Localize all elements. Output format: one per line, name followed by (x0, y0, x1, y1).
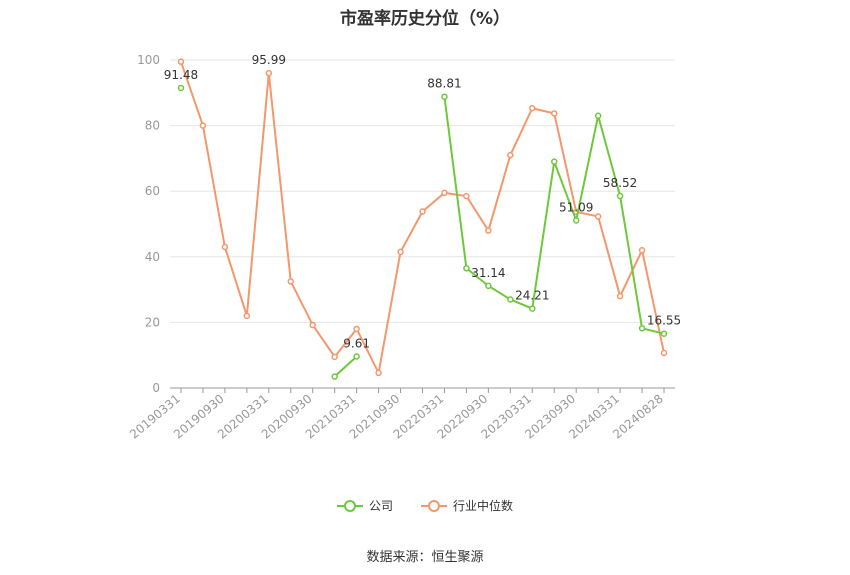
data-point (507, 151, 514, 159)
data-point (221, 243, 229, 251)
data-point (331, 373, 338, 380)
legend-item-industry[interactable]: 行业中位数 (421, 497, 513, 514)
series-industry (177, 58, 668, 377)
legend-company-marker-icon (336, 499, 363, 513)
data-label: 51.09 (559, 200, 593, 214)
legend-company-label: 公司 (368, 499, 393, 513)
data-point (177, 84, 185, 92)
data-point (485, 282, 492, 290)
data-label: 91.48 (164, 68, 198, 82)
data-point (594, 213, 602, 220)
data-label: 58.52 (603, 176, 637, 190)
legend: 公司 行业中位数 (0, 497, 850, 514)
data-point (660, 330, 668, 337)
axes: 0204060801002019033120190930202003312020… (127, 53, 675, 442)
data-point (419, 208, 426, 215)
data-point (353, 353, 360, 360)
y-tick-label: 100 (137, 53, 160, 67)
data-point (353, 325, 360, 333)
data-label: 95.99 (252, 53, 286, 67)
data-label: 31.14 (471, 266, 505, 280)
data-point (331, 353, 338, 361)
grid-lines (170, 59, 675, 323)
data-point (550, 158, 558, 165)
data-point (529, 104, 536, 112)
data-point (441, 93, 448, 100)
data-label: 24.21 (515, 289, 549, 303)
data-point (397, 248, 404, 256)
data-point (199, 122, 207, 129)
data-point (463, 192, 470, 200)
data-point (550, 110, 558, 117)
legend-industry-label: 行业中位数 (453, 499, 514, 513)
data-label: 9.61 (343, 336, 370, 350)
y-tick-label: 60 (145, 184, 160, 198)
data-point (638, 325, 646, 332)
data-point (375, 369, 382, 377)
data-point (660, 349, 668, 357)
legend-industry-marker-icon (421, 499, 447, 513)
data-source: 数据来源：恒生聚源 (366, 550, 484, 565)
data-point (243, 312, 251, 320)
y-tick-label: 40 (145, 250, 160, 264)
chart-title: 市盈率历史分位（%） (339, 9, 511, 29)
data-point (309, 321, 316, 329)
series-company (177, 84, 668, 380)
data-point (594, 112, 602, 120)
data-point (507, 296, 514, 303)
series-line (180, 61, 665, 377)
data-point (265, 69, 273, 77)
data-label: 88.81 (427, 77, 461, 91)
data-point (485, 227, 492, 234)
data-point (287, 278, 295, 285)
data-label: 16.55 (647, 314, 681, 328)
series-line (443, 96, 665, 335)
data-point (638, 246, 646, 254)
data-point (616, 192, 624, 200)
data-labels: 95.99 91.48 9.61 88.81 31.14 24.21 51.09 58.52 1… (164, 53, 681, 350)
data-point (529, 305, 536, 312)
data-point (177, 58, 185, 65)
data-point (441, 189, 448, 197)
data-point (572, 217, 580, 224)
y-tick-label: 20 (145, 315, 160, 329)
series-lines (177, 58, 668, 380)
legend-item-company[interactable]: 公司 (336, 497, 393, 514)
data-point (616, 292, 624, 300)
y-tick-label: 80 (145, 119, 160, 133)
series-line (333, 355, 358, 378)
data-point (463, 265, 470, 272)
y-tick-label: 0 (152, 381, 160, 395)
